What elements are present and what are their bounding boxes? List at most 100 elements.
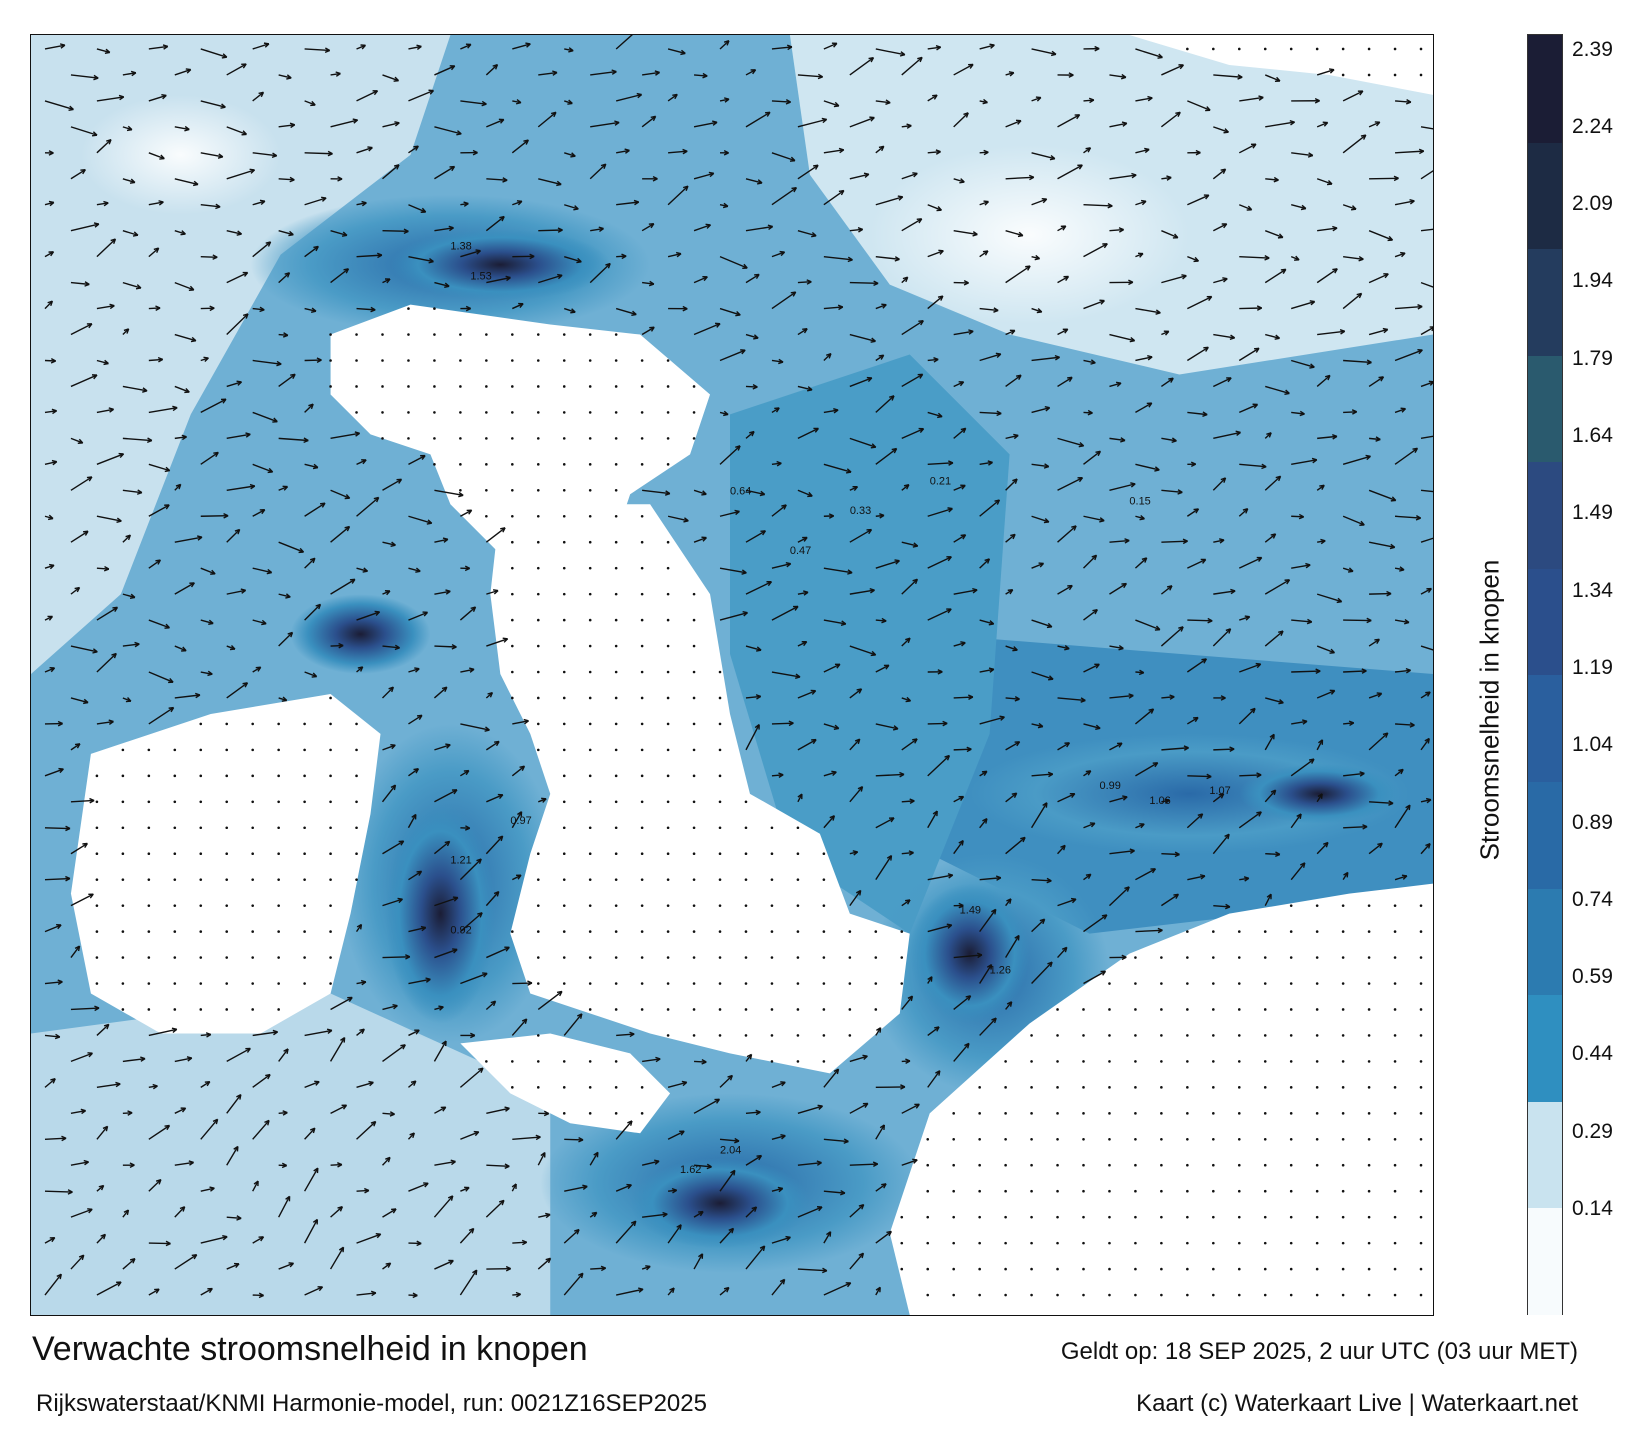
- current-arrow-head: [650, 115, 657, 122]
- grid-dot: [562, 411, 566, 414]
- current-arrow: [44, 460, 57, 466]
- current-arrow: [1161, 893, 1179, 907]
- grid-dot: [640, 385, 644, 388]
- grid-dot: [718, 748, 722, 752]
- grid-dot: [536, 566, 540, 570]
- grid-dot: [225, 852, 229, 856]
- current-arrow: [1264, 74, 1281, 82]
- current-arrow: [174, 281, 195, 291]
- current-arrow: [1212, 628, 1232, 647]
- current-arrow: [1005, 478, 1018, 491]
- current-arrow: [979, 877, 1001, 881]
- current-arrow: [745, 1155, 762, 1166]
- current-arrow: [278, 1262, 294, 1270]
- current-arrow-head: [1284, 579, 1291, 585]
- current-arrow-head: [208, 619, 214, 626]
- current-arrow: [953, 330, 974, 336]
- current-arrow: [434, 1160, 456, 1166]
- current-arrow: [1109, 437, 1126, 442]
- current-arrow: [1420, 281, 1433, 288]
- current-arrow-head: [937, 669, 943, 675]
- current-arrow-head: [1067, 376, 1073, 382]
- current-arrow-head: [909, 798, 915, 804]
- current-arrow: [226, 169, 255, 180]
- current-arrow: [408, 611, 428, 621]
- current-arrow-head: [1102, 243, 1108, 249]
- current-arrow: [382, 898, 403, 907]
- current-arrow: [1109, 228, 1124, 232]
- current-arrow: [719, 611, 748, 621]
- current-arrow-head: [1300, 204, 1307, 211]
- grid-dot: [1030, 1137, 1033, 1141]
- current-arrow: [459, 606, 476, 621]
- current-arrow-head: [838, 147, 845, 154]
- current-arrow-head: [357, 666, 364, 672]
- current-arrow-head: [1400, 251, 1406, 258]
- current-arrow-head: [1218, 793, 1225, 799]
- speed-value-label: 0.97: [510, 815, 531, 827]
- grid-dot: [1263, 1034, 1267, 1037]
- current-arrow: [408, 714, 423, 725]
- current-arrow: [953, 484, 966, 491]
- grid-dot: [121, 774, 125, 778]
- grid-dot: [1056, 1189, 1059, 1193]
- current-arrow-head: [74, 743, 81, 749]
- grid-dot: [199, 852, 203, 856]
- grid-dot: [666, 956, 670, 959]
- current-arrow-head: [337, 1162, 343, 1168]
- current-arrow-head: [965, 995, 972, 1001]
- current-arrow: [226, 126, 247, 136]
- current-arrow: [1135, 619, 1161, 631]
- current-arrow-head: [1064, 742, 1071, 748]
- grid-dot: [1237, 1241, 1241, 1245]
- grid-dot: [536, 385, 540, 388]
- grid-dot: [718, 722, 722, 726]
- current-arrow-head: [184, 387, 190, 394]
- grid-dot: [95, 826, 99, 830]
- current-arrow: [1083, 663, 1100, 673]
- current-arrow: [1161, 540, 1188, 543]
- current-arrow-head: [781, 504, 787, 510]
- current-arrow: [1264, 789, 1277, 803]
- grid-dot: [1289, 904, 1293, 907]
- grid-dot: [640, 514, 644, 518]
- current-arrow: [1368, 732, 1389, 751]
- current-arrow-head: [958, 902, 964, 909]
- current-arrow: [1368, 273, 1389, 284]
- grid-dot: [381, 333, 384, 336]
- grid-dot: [666, 385, 670, 388]
- current-arrow-head: [935, 149, 941, 155]
- current-arrow: [615, 307, 637, 316]
- current-arrow-head: [878, 354, 885, 360]
- grid-dot: [303, 904, 306, 907]
- current-arrow: [1316, 739, 1324, 751]
- current-arrow-head: [88, 893, 94, 899]
- current-arrow-head: [1177, 489, 1183, 495]
- grid-dot: [1263, 956, 1267, 959]
- grid-dot: [874, 982, 878, 985]
- current-arrow-head: [1311, 457, 1318, 464]
- grid-dot: [588, 670, 592, 674]
- current-arrow: [1239, 307, 1262, 310]
- current-arrow: [252, 1180, 259, 1192]
- grid-dot: [1237, 1112, 1241, 1115]
- current-arrow-head: [493, 890, 500, 897]
- grid-dot: [511, 670, 514, 674]
- grid-dot: [1186, 1112, 1189, 1115]
- current-arrow-head: [504, 1106, 510, 1112]
- current-arrow: [381, 784, 396, 803]
- current-arrow: [797, 1206, 823, 1218]
- current-arrow-head: [1183, 745, 1189, 751]
- current-arrow: [329, 1037, 346, 1062]
- grid-dot: [1186, 1086, 1189, 1089]
- current-arrow: [356, 1292, 376, 1296]
- current-arrow-head: [344, 494, 351, 500]
- grid-dot: [692, 956, 696, 959]
- current-arrow-head: [786, 44, 793, 51]
- current-arrow: [1135, 868, 1156, 881]
- grid-dot: [588, 385, 592, 388]
- grid-dot: [121, 1008, 125, 1011]
- current-arrow-head: [774, 407, 780, 413]
- current-arrow-head: [779, 250, 786, 257]
- current-arrow: [771, 1187, 783, 1192]
